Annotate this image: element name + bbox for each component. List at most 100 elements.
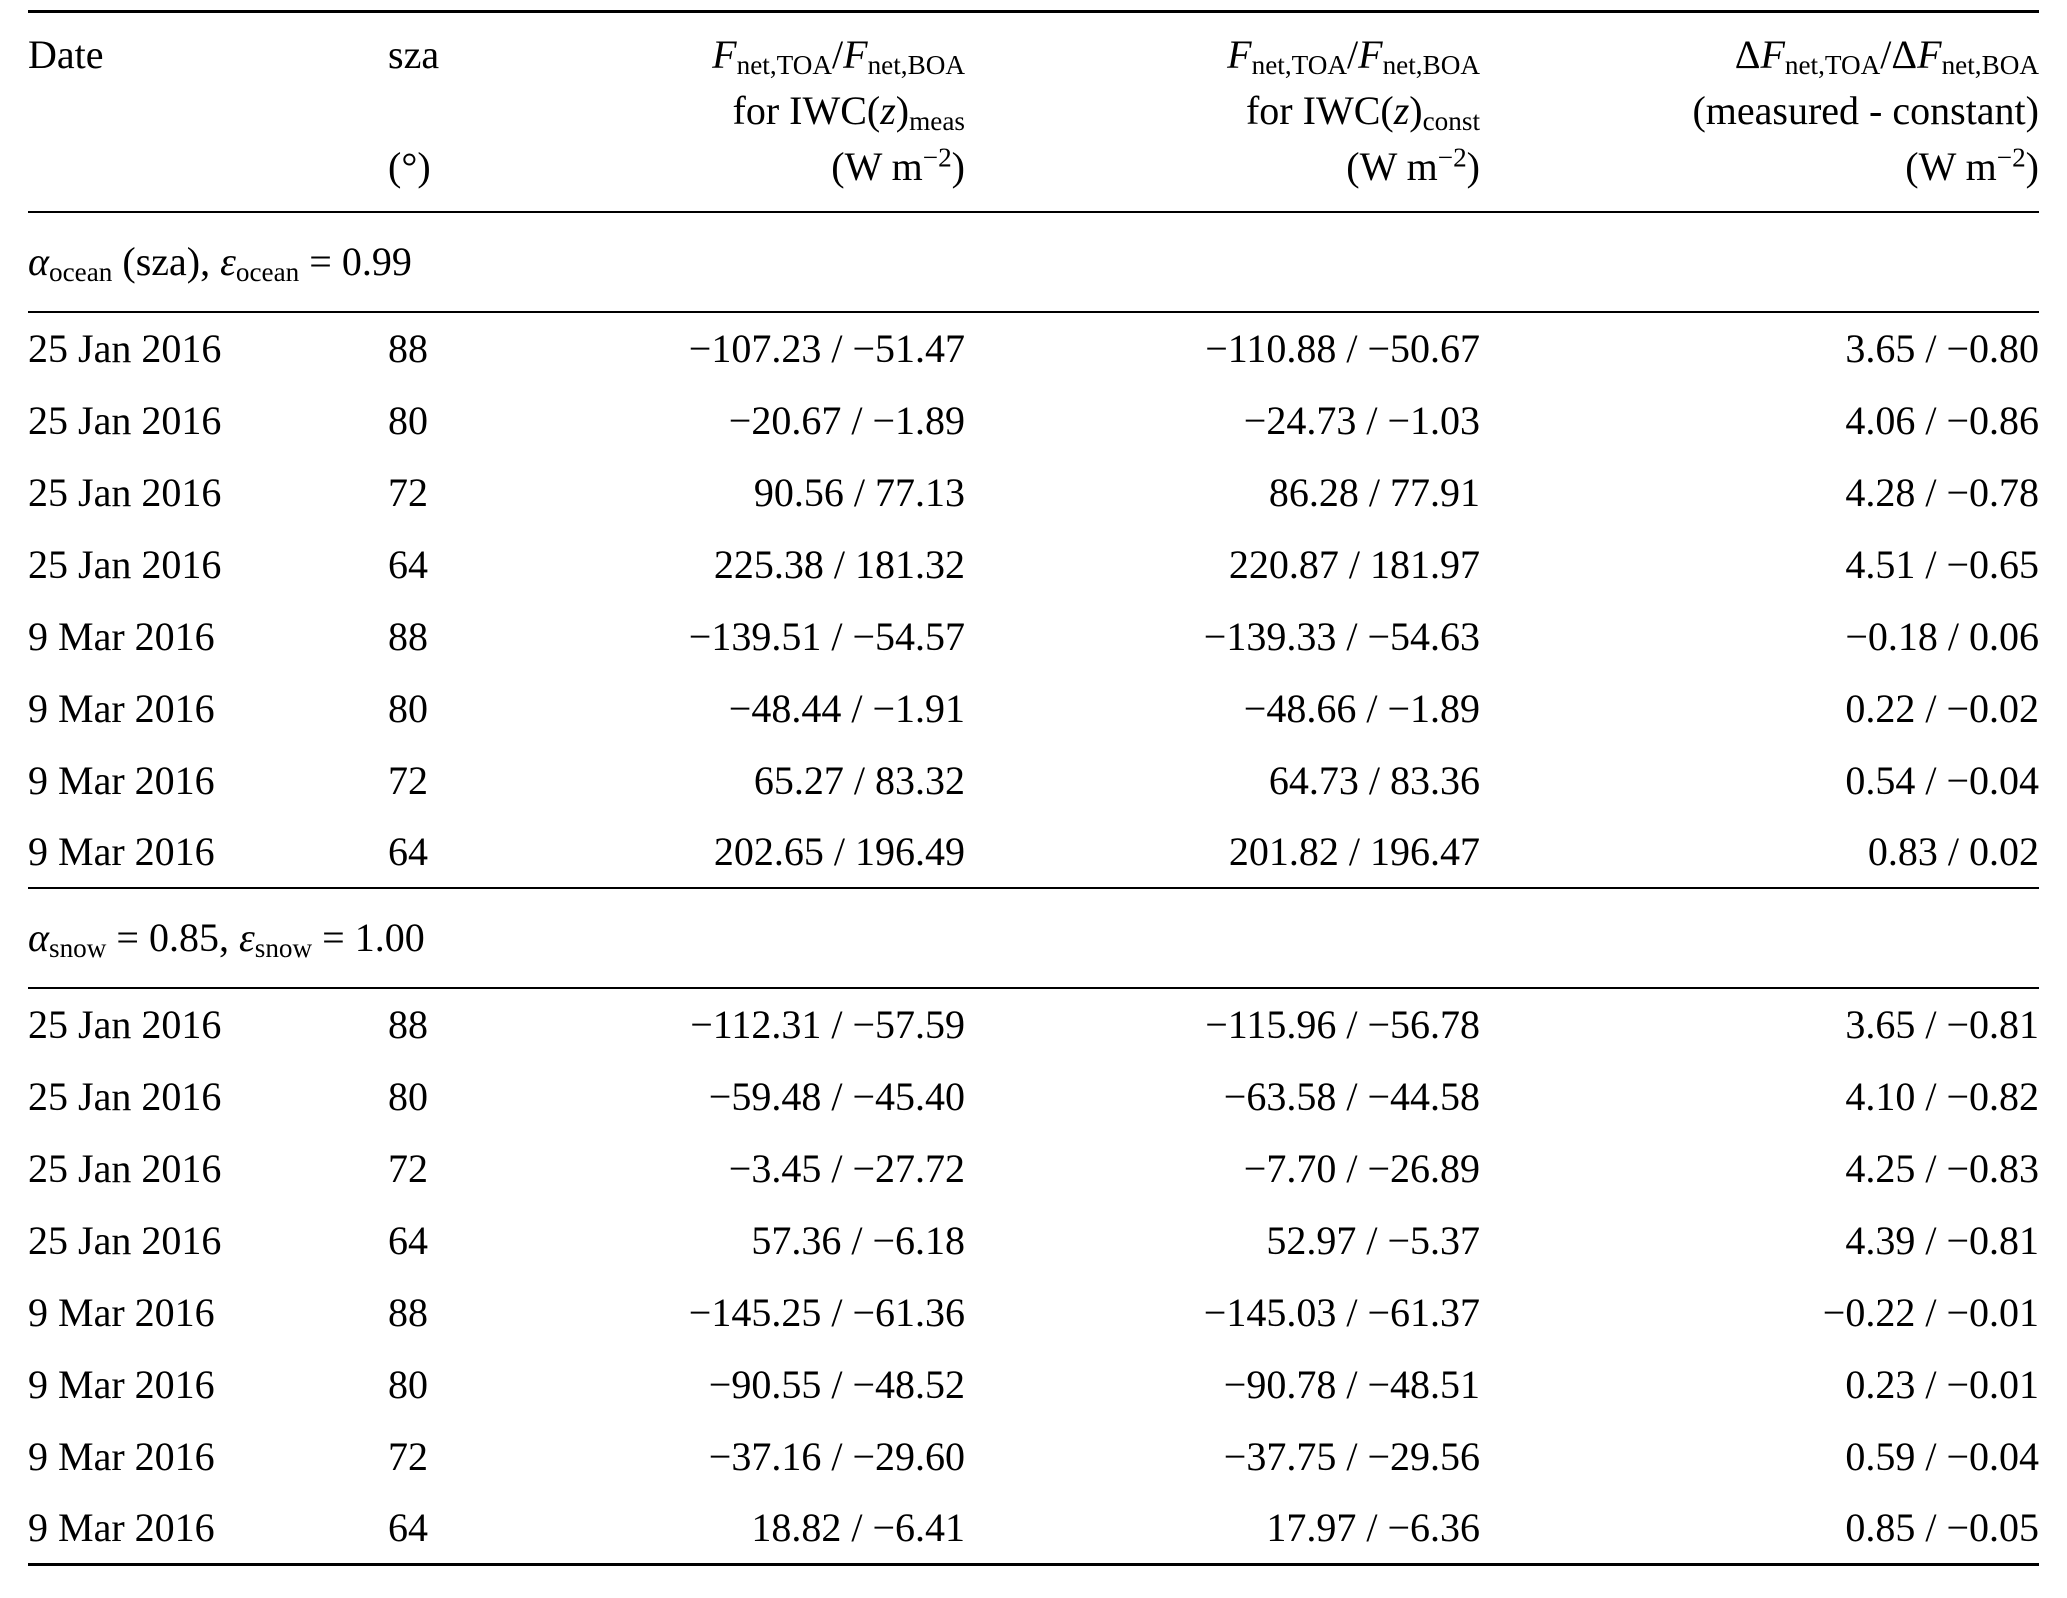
cell-flux_const: −90.78 / −48.51 xyxy=(1223,1361,1480,1407)
col-header-flux_delta: ΔFnet,TOA/ΔFnet,BOA (measured - constant)… xyxy=(1480,12,2039,213)
table-row: 9 Mar 2016 88 −139.51 / −54.57 −139.33 / −5… xyxy=(28,600,2039,672)
cell-sza: 88 xyxy=(388,613,428,659)
cell-flux_delta: 4.06 / −0.86 xyxy=(1845,397,2039,443)
header-line: (measured - constant) xyxy=(1692,88,2039,133)
cell-date: 9 Mar 2016 xyxy=(28,829,215,874)
table-row: 9 Mar 2016 80 −90.55 / −48.52 −90.78 / −48.… xyxy=(28,1348,2039,1420)
table-row: 25 Jan 2016 80 −20.67 / −1.89 −24.73 / −1.0… xyxy=(28,384,2039,456)
cell-flux_const: −63.58 / −44.58 xyxy=(1223,1073,1480,1119)
col-header-flux_const: Fnet,TOA/Fnet,BOA for IWC(z)const (W m−2) xyxy=(965,12,1480,213)
cell-date: 25 Jan 2016 xyxy=(28,1217,222,1263)
cell-sza: 72 xyxy=(388,469,428,515)
header-line xyxy=(388,83,508,139)
header-line: (W m−2) xyxy=(1346,142,1480,189)
cell-flux_delta: 0.83 / 0.02 xyxy=(1867,829,2039,874)
section-heading: αocean (sza), εocean = 0.99 xyxy=(28,211,2039,313)
cell-sza: 64 xyxy=(388,829,428,874)
cell-flux_meas: 57.36 / −6.18 xyxy=(751,1217,965,1263)
cell-flux_delta: 0.23 / −0.01 xyxy=(1845,1361,2039,1407)
cell-date: 25 Jan 2016 xyxy=(28,1002,222,1047)
cell-date: 9 Mar 2016 xyxy=(28,685,215,731)
col-header-flux_meas: Fnet,TOA/Fnet,BOA for IWC(z)meas (W m−2) xyxy=(508,12,965,213)
cell-flux_const: −48.66 / −1.89 xyxy=(1243,685,1480,731)
cell-flux_delta: 0.22 / −0.02 xyxy=(1845,685,2039,731)
cell-sza: 88 xyxy=(388,1002,428,1047)
table-row: 9 Mar 2016 88 −145.25 / −61.36 −145.03 / −6… xyxy=(28,1276,2039,1348)
cell-date: 25 Jan 2016 xyxy=(28,397,222,443)
cell-date: 9 Mar 2016 xyxy=(28,1433,215,1479)
table-row: 25 Jan 2016 72 −3.45 / −27.72 −7.70 / −26.8… xyxy=(28,1132,2039,1204)
col-header-date: Date xyxy=(28,12,388,213)
cell-flux_delta: −0.18 / 0.06 xyxy=(1845,613,2039,659)
cell-date: 25 Jan 2016 xyxy=(28,1073,222,1119)
cell-flux_const: 64.73 / 83.36 xyxy=(1268,757,1480,803)
header-line: sza xyxy=(388,32,440,77)
table-row: 25 Jan 2016 88 −107.23 / −51.47 −110.88 / −… xyxy=(28,312,2039,384)
cell-flux_const: 220.87 / 181.97 xyxy=(1228,541,1480,587)
cell-date: 9 Mar 2016 xyxy=(28,1361,215,1407)
cell-flux_const: −110.88 / −50.67 xyxy=(1205,326,1480,371)
table-row: 25 Jan 2016 64 57.36 / −6.18 52.97 / −5.37 4… xyxy=(28,1204,2039,1276)
header-line xyxy=(28,83,388,139)
header-line: for IWC(z)meas xyxy=(732,88,966,136)
cell-flux_delta: −0.22 / −0.01 xyxy=(1822,1289,2039,1335)
table-row: 9 Mar 2016 72 65.27 / 83.32 64.73 / 83.36 0.… xyxy=(28,744,2039,816)
cell-flux_meas: −145.25 / −61.36 xyxy=(688,1289,965,1335)
cell-flux_const: −145.03 / −61.37 xyxy=(1203,1289,1480,1335)
cell-flux_meas: −112.31 / −57.59 xyxy=(690,1002,965,1047)
header-line: (W m−2) xyxy=(831,142,965,189)
cell-date: 25 Jan 2016 xyxy=(28,1145,222,1191)
cell-flux_meas: −59.48 / −45.40 xyxy=(708,1073,965,1119)
cell-flux_meas: 65.27 / 83.32 xyxy=(753,757,965,803)
cell-flux_const: −24.73 / −1.03 xyxy=(1243,397,1480,443)
cell-flux_delta: 4.10 / −0.82 xyxy=(1845,1073,2039,1119)
section-heading: αsnow = 0.85, εsnow = 1.00 xyxy=(28,887,2039,989)
cell-flux_meas: −48.44 / −1.91 xyxy=(728,685,965,731)
header-line: (W m−2) xyxy=(1905,142,2039,189)
cell-date: 9 Mar 2016 xyxy=(28,1289,215,1335)
cell-flux_meas: 202.65 / 196.49 xyxy=(713,829,965,874)
table-row: 9 Mar 2016 80 −48.44 / −1.91 −48.66 / −1.89… xyxy=(28,672,2039,744)
cell-sza: 72 xyxy=(388,1433,428,1479)
cell-sza: 72 xyxy=(388,757,428,803)
cell-sza: 64 xyxy=(388,1504,428,1550)
cell-sza: 80 xyxy=(388,1073,428,1119)
cell-date: 25 Jan 2016 xyxy=(28,469,222,515)
header-line: for IWC(z)const xyxy=(1245,88,1480,136)
header-line: Date xyxy=(28,32,104,77)
cell-flux_meas: −90.55 / −48.52 xyxy=(708,1361,965,1407)
cell-sza: 88 xyxy=(388,1289,428,1335)
cell-flux_meas: −107.23 / −51.47 xyxy=(688,326,965,371)
cell-flux_delta: 0.85 / −0.05 xyxy=(1845,1504,2039,1550)
cell-flux_const: −139.33 / −54.63 xyxy=(1203,613,1480,659)
cell-date: 9 Mar 2016 xyxy=(28,757,215,803)
cell-flux_const: −7.70 / −26.89 xyxy=(1243,1145,1480,1191)
cell-flux_const: 201.82 / 196.47 xyxy=(1228,829,1480,874)
flux-table: Date sza (°) Fnet,TOA/Fnet,BOA for IWC(z)mea… xyxy=(28,10,2039,1566)
cell-flux_meas: 90.56 / 77.13 xyxy=(753,469,965,515)
table-row: 25 Jan 2016 88 −112.31 / −57.59 −115.96 / −… xyxy=(28,988,2039,1060)
table-body: αocean (sza), εocean = 0.99 25 Jan 2016 88… xyxy=(28,211,2039,1564)
header-line: (°) xyxy=(388,144,431,189)
section-heading-row: αsnow = 0.85, εsnow = 1.00 xyxy=(28,887,2039,989)
header-line xyxy=(28,139,388,195)
section-heading-row: αocean (sza), εocean = 0.99 xyxy=(28,211,2039,313)
table-row: 25 Jan 2016 72 90.56 / 77.13 86.28 / 77.91 4… xyxy=(28,456,2039,528)
cell-flux_const: 52.97 / −5.37 xyxy=(1266,1217,1480,1263)
table-header: Date sza (°) Fnet,TOA/Fnet,BOA for IWC(z)mea… xyxy=(28,12,2039,213)
header-line: Fnet,TOA/Fnet,BOA xyxy=(1227,32,1480,80)
cell-flux_delta: 4.51 / −0.65 xyxy=(1845,541,2039,587)
header-row: Date sza (°) Fnet,TOA/Fnet,BOA for IWC(z)mea… xyxy=(28,12,2039,213)
cell-date: 9 Mar 2016 xyxy=(28,613,215,659)
table-row: 25 Jan 2016 80 −59.48 / −45.40 −63.58 / −44… xyxy=(28,1060,2039,1132)
cell-flux_delta: 0.54 / −0.04 xyxy=(1845,757,2039,803)
cell-date: 25 Jan 2016 xyxy=(28,326,222,371)
cell-sza: 64 xyxy=(388,1217,428,1263)
cell-flux_const: 17.97 / −6.36 xyxy=(1266,1504,1480,1550)
col-header-sza: sza (°) xyxy=(388,12,508,213)
header-line: Fnet,TOA/Fnet,BOA xyxy=(712,32,965,80)
cell-flux_meas: 18.82 / −6.41 xyxy=(751,1504,965,1550)
cell-flux_meas: −20.67 / −1.89 xyxy=(728,397,965,443)
cell-flux_delta: 3.65 / −0.81 xyxy=(1845,1002,2039,1047)
